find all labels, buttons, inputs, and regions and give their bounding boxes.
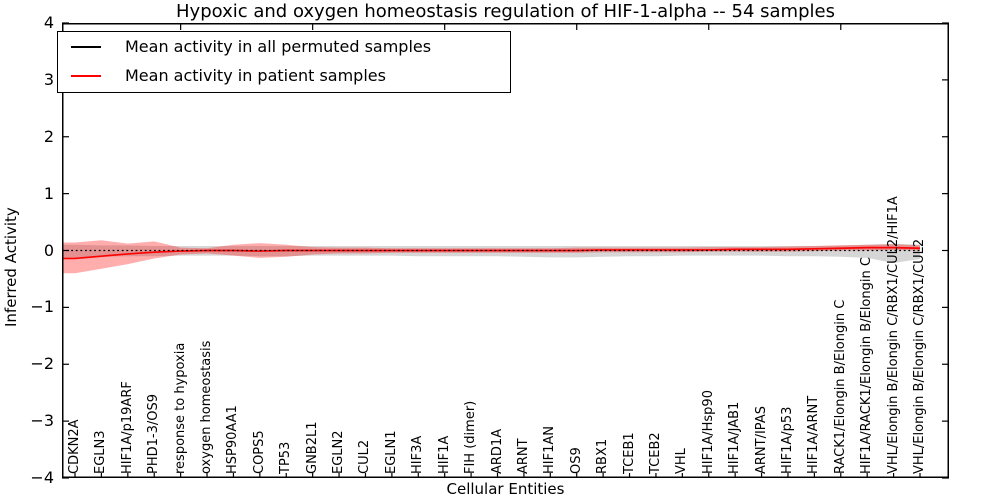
legend-label-permuted: Mean activity in all permuted samples: [125, 37, 432, 56]
patient-mean-line: [62, 246, 921, 260]
x-category-label: ARNT/IPAS: [753, 406, 769, 474]
x-category-label: EGLN3: [93, 430, 109, 474]
x-category-label: TP53: [278, 441, 294, 474]
x-category-label: FIH (dimer): [463, 400, 479, 474]
legend-entry-patient: Mean activity in patient samples: [58, 61, 510, 90]
x-category-label: RACK1/Elongin B/Elongin C: [832, 299, 848, 474]
x-category-label: HIF1A/Hsp90: [700, 390, 716, 474]
x-category-label: HIF1A/RACK1/Elongin B/Elongin C: [859, 257, 875, 474]
permuted-range-band: [62, 243, 920, 264]
x-category-label: VHL/Elongin B/Elongin C/RBX1/CUL2: [912, 238, 927, 474]
y-tick-label: −2: [30, 354, 54, 374]
x-axis-label: Cellular Entities: [446, 480, 565, 498]
chart-title: Hypoxic and oxygen homeostasis regulatio…: [176, 1, 835, 22]
x-category-label: HSP90AA1: [225, 405, 241, 474]
x-category-label: VHL: [674, 448, 690, 474]
x-category-label: ARNT: [515, 438, 531, 474]
y-tick-label: −1: [30, 297, 54, 317]
y-tick-label: −4: [30, 468, 54, 487]
x-category-label: response to hypoxia: [172, 342, 188, 474]
x-category-label: COPS5: [251, 430, 267, 474]
legend: Mean activity in all permuted samples Me…: [57, 31, 511, 93]
x-category-label: HIF1A/JAB1: [727, 401, 743, 474]
patient-line-sample-icon: [71, 74, 101, 77]
x-category-label: PHD1-3/OS9: [146, 394, 162, 474]
x-category-label: oxygen homeostasis: [199, 340, 215, 474]
x-category-label: EGLN1: [383, 430, 399, 474]
x-category-label: OS9: [568, 447, 584, 474]
y-tick-label: 0: [43, 240, 54, 260]
permuted-line-sample-icon: [71, 45, 101, 48]
legend-label-patient: Mean activity in patient samples: [125, 66, 386, 85]
x-category-label: HIF1A: [436, 435, 452, 474]
x-category-label: VHL/Elongin B/Elongin C/RBX1/CUL2/HIF1A: [885, 196, 901, 474]
y-tick-label: −3: [30, 411, 54, 431]
x-category-label: HIF1AN: [542, 426, 558, 474]
legend-entry-permuted: Mean activity in all permuted samples: [58, 32, 510, 61]
x-category-label: GNB2L1: [304, 421, 320, 474]
patient-range-band: [62, 240, 920, 274]
y-tick-label: 3: [43, 69, 54, 89]
y-tick-label: 4: [43, 13, 54, 32]
x-category-label: HIF3A: [410, 435, 426, 474]
x-category-label: HIF1A/p19ARF: [119, 381, 135, 474]
x-category-label: HIF1A/p53: [779, 406, 795, 474]
x-category-label: CUL2: [357, 439, 373, 474]
y-tick-label: 2: [43, 126, 54, 146]
y-tick-label: 1: [43, 183, 54, 203]
plot-canvas: [62, 22, 949, 479]
x-category-label: EGLN2: [331, 430, 347, 474]
plot-area: [62, 22, 949, 479]
x-category-label: CDKN2A: [67, 419, 82, 474]
x-category-label: TCEB1: [621, 432, 637, 474]
x-category-label: ARD1A: [489, 428, 505, 474]
x-category-label: HIF1A/ARNT: [806, 395, 822, 474]
x-category-label: TCEB2: [647, 432, 663, 474]
x-category-label: RBX1: [595, 438, 611, 474]
